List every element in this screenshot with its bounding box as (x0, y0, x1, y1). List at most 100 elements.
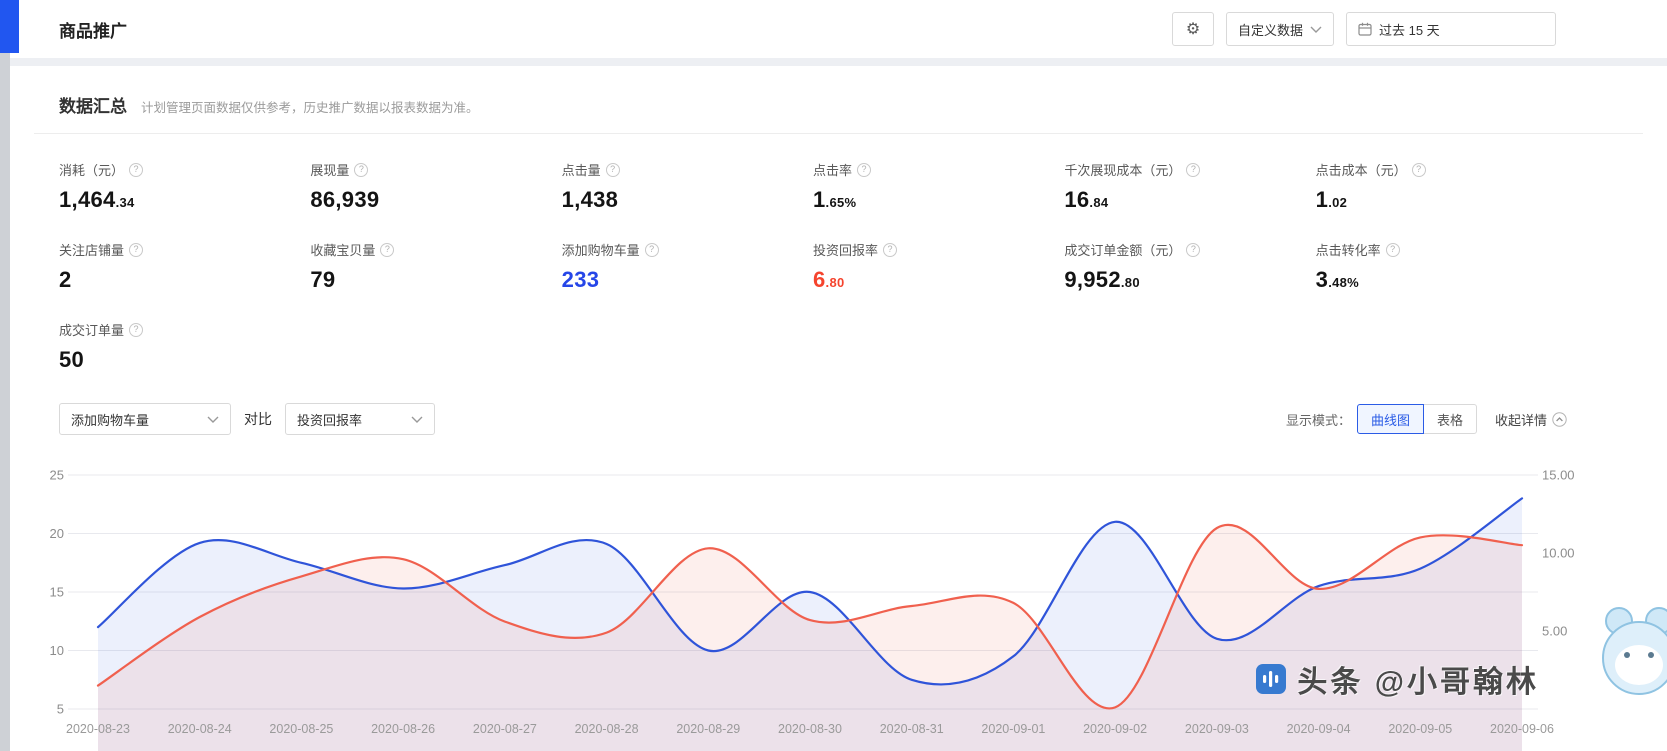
svg-text:2020-08-27: 2020-08-27 (473, 722, 537, 736)
svg-text:2020-09-04: 2020-09-04 (1287, 722, 1351, 736)
metric-12: 成交订单量? 50 (59, 320, 310, 373)
metric-label: 成交订单量? (59, 320, 310, 339)
metric-2: 点击量? 1,438 (562, 160, 813, 213)
help-icon[interactable]: ? (1186, 242, 1201, 257)
svg-text:2020-08-31: 2020-08-31 (880, 722, 944, 736)
help-icon[interactable]: ? (1411, 162, 1426, 177)
chevron-down-icon (1310, 26, 1322, 33)
topbar-actions: ⚙ 自定义数据 过去 15 天 (1171, 12, 1556, 46)
chevron-up-circle-icon (1552, 411, 1567, 427)
metric-7: 收藏宝贝量? 79 (310, 240, 561, 293)
metric-9: 投资回报率? 6.80 (813, 240, 1064, 293)
secondary-metric-value: 投资回报率 (297, 412, 363, 428)
metric-label: 添加购物车量? (562, 240, 813, 259)
help-icon[interactable]: ? (129, 242, 144, 257)
help-icon[interactable]: ? (1186, 162, 1201, 177)
metric-0: 消耗（元）? 1,464.34 (59, 160, 310, 213)
metric-label: 收藏宝贝量? (310, 240, 561, 259)
compare-label: 对比 (244, 411, 272, 427)
metric-value: 9,952.80 (1064, 267, 1140, 292)
help-icon[interactable]: ? (605, 162, 620, 177)
metric-value: 79 (310, 267, 336, 292)
trend-chart-canvas[interactable]: 25 20 15 10 5 15.00 10.00 5.00 2020-08-23 2020-08… (22, 461, 1622, 751)
svg-text:2020-09-06: 2020-09-06 (1490, 722, 1554, 736)
help-icon[interactable]: ? (380, 242, 395, 257)
metric-label: 投资回报率? (813, 240, 1064, 259)
metric-4: 千次展现成本（元）? 16.84 (1064, 160, 1315, 213)
metric-label: 点击成本（元）? (1316, 160, 1567, 179)
metric-label: 点击率? (813, 160, 1064, 179)
display-mode-label: 显示模式： (1285, 412, 1351, 428)
svg-text:2020-08-24: 2020-08-24 (168, 722, 232, 736)
svg-text:10.00: 10.00 (1542, 546, 1575, 561)
svg-text:15: 15 (50, 585, 64, 600)
metric-value: 6.80 (812, 267, 845, 292)
mode-table-button[interactable]: 表格 (1422, 404, 1477, 434)
display-mode-group: 显示模式： 曲线图 表格 收起详情 (1286, 404, 1567, 434)
metric-1: 展现量? 86,939 (310, 160, 561, 213)
metric-value: 3.48% (1315, 267, 1360, 292)
svg-text:2020-08-29: 2020-08-29 (676, 722, 740, 736)
mode-curve-button[interactable]: 曲线图 (1356, 404, 1424, 434)
metric-value: 1.65% (812, 187, 857, 212)
help-icon[interactable]: ? (1385, 242, 1400, 257)
svg-text:5: 5 (57, 702, 64, 717)
help-icon[interactable]: ? (883, 242, 897, 257)
metric-5: 点击成本（元）? 1.02 (1316, 160, 1567, 213)
svg-text:2020-08-26: 2020-08-26 (371, 722, 435, 736)
metric-label: 展现量? (310, 160, 561, 179)
metric-8: 添加购物车量? 233 (562, 240, 813, 293)
date-range-label: 过去 15 天 (1379, 22, 1440, 38)
metric-value: 1,438 (561, 187, 619, 212)
metric-label: 关注店铺量? (59, 240, 310, 259)
summary-header: 数据汇总 计划管理页面数据仅供参考，历史推广数据以报表数据为准。 (34, 66, 1643, 134)
metric-label: 消耗（元）? (59, 160, 310, 179)
metric-value: 16.84 (1064, 187, 1109, 212)
svg-text:2020-08-23: 2020-08-23 (66, 722, 130, 736)
svg-text:2020-08-30: 2020-08-30 (778, 722, 842, 736)
svg-text:2020-09-05: 2020-09-05 (1388, 722, 1452, 736)
svg-text:10: 10 (50, 643, 64, 658)
help-icon[interactable]: ? (129, 162, 144, 177)
mascot-icon (1602, 607, 1667, 695)
sidebar-toggle-block[interactable] (0, 0, 19, 53)
help-icon[interactable]: ? (644, 242, 659, 257)
settings-button[interactable]: ⚙ (1171, 12, 1214, 46)
gear-icon: ⚙ (1185, 21, 1201, 38)
section-note: 计划管理页面数据仅供参考，历史推广数据以报表数据为准。 (141, 101, 479, 115)
help-icon[interactable]: ? (857, 162, 871, 177)
svg-text:20: 20 (50, 526, 64, 541)
main-card: 数据汇总 计划管理页面数据仅供参考，历史推广数据以报表数据为准。 消耗（元）? 1… (10, 66, 1667, 751)
watermark-logo-icon (1256, 664, 1287, 694)
collapse-details-button[interactable]: 收起详情 (1495, 410, 1567, 429)
svg-text:2020-09-03: 2020-09-03 (1185, 722, 1249, 736)
svg-text:25: 25 (50, 468, 64, 483)
top-bar: 商品推广 ⚙ 自定义数据 过去 15 天 (10, 0, 1667, 58)
svg-text:2020-08-25: 2020-08-25 (269, 722, 333, 736)
metric-10: 成交订单金额（元）? 9,952.80 (1064, 240, 1315, 293)
help-icon[interactable]: ? (354, 162, 369, 177)
date-range-picker[interactable]: 过去 15 天 (1346, 12, 1556, 46)
chevron-down-icon (411, 416, 423, 423)
primary-metric-value: 添加购物车量 (71, 412, 150, 428)
svg-text:5.00: 5.00 (1542, 624, 1567, 639)
secondary-metric-select[interactable]: 投资回报率 (285, 403, 435, 435)
left-rail (0, 53, 10, 751)
metric-value: 233 (561, 267, 600, 292)
chevron-down-icon (207, 416, 219, 423)
svg-text:2020-09-01: 2020-09-01 (981, 722, 1045, 736)
help-icon[interactable]: ? (129, 322, 144, 337)
customize-data-dropdown[interactable]: 自定义数据 (1225, 12, 1334, 46)
section-title: 数据汇总 (59, 97, 127, 116)
metric-value: 50 (59, 347, 85, 372)
metric-6: 关注店铺量? 2 (59, 240, 310, 293)
metric-label: 千次展现成本（元）? (1064, 160, 1315, 179)
metrics-grid: 消耗（元）? 1,464.34 展现量? 86,939 点击量? 1,438 点击率? 1.6… (59, 160, 1567, 373)
calendar-icon (1358, 22, 1372, 36)
chart-controls: 添加购物车量 对比 投资回报率 显示模式： 曲线图 表格 收起详情 (59, 403, 1567, 435)
svg-text:2020-08-28: 2020-08-28 (575, 722, 639, 736)
metric-value: 2 (59, 267, 72, 292)
display-mode-toggle: 曲线图 表格 (1356, 404, 1477, 434)
primary-metric-select[interactable]: 添加购物车量 (59, 403, 231, 435)
watermark: 头条 @小哥翰林 (1255, 657, 1539, 701)
